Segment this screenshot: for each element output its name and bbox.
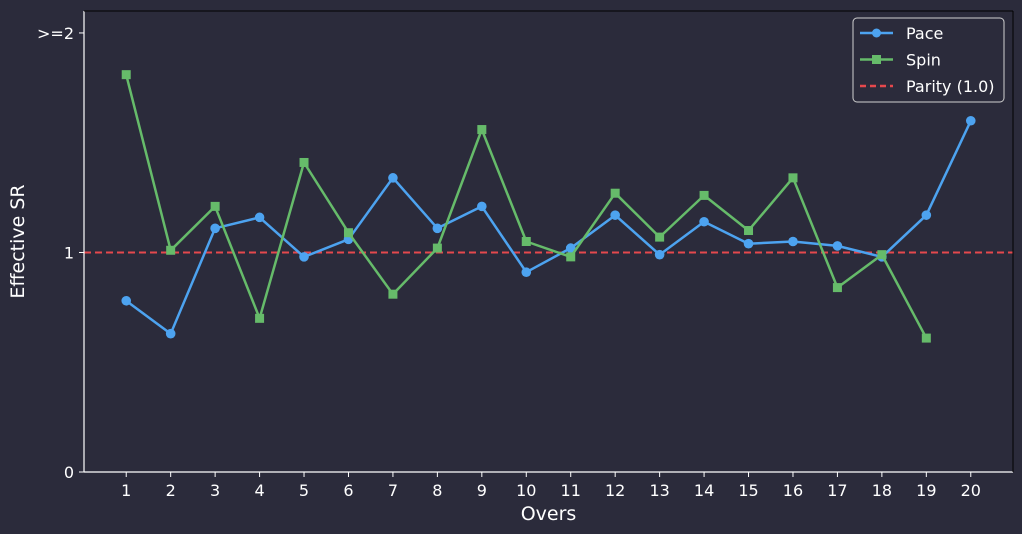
pace-point xyxy=(610,210,620,220)
x-tick-label: 6 xyxy=(343,481,353,500)
pace-point xyxy=(699,217,709,227)
legend-parity-label: Parity (1.0) xyxy=(906,77,995,96)
y-tick-label: 1 xyxy=(64,243,74,262)
x-axis-ticks: 1 2 3 4 5 6 7 8 9 10 11 12 13 14 15 16 17 18 19 20 xyxy=(121,472,981,500)
spin-point xyxy=(922,334,931,343)
pace-point xyxy=(922,210,932,220)
legend-pace-label: Pace xyxy=(906,24,943,43)
pace-point xyxy=(121,296,131,306)
x-tick-label: 2 xyxy=(166,481,176,500)
x-tick-label: 12 xyxy=(605,481,625,500)
x-tick-label: 19 xyxy=(916,481,936,500)
pace-point xyxy=(833,241,843,251)
spin-point xyxy=(744,226,753,235)
legend-spin-label: Spin xyxy=(906,51,941,70)
x-tick-label: 3 xyxy=(210,481,220,500)
pace-point xyxy=(299,252,309,262)
x-tick-label: 5 xyxy=(299,481,309,500)
pace-point xyxy=(388,173,398,183)
pace-point xyxy=(166,329,176,339)
legend-spin-marker xyxy=(872,55,881,64)
x-tick-label: 4 xyxy=(254,481,264,500)
x-tick-label: 13 xyxy=(649,481,669,500)
spin-point xyxy=(566,252,575,261)
x-axis-label: Overs xyxy=(521,503,577,525)
pace-point xyxy=(210,224,220,234)
pace-point xyxy=(255,213,265,223)
spin-point xyxy=(833,283,842,292)
legend: Pace Spin Parity (1.0) xyxy=(853,18,1004,102)
spin-point xyxy=(877,250,886,259)
x-tick-label: 7 xyxy=(388,481,398,500)
spin-point xyxy=(255,314,264,323)
spin-point xyxy=(700,191,709,200)
spin-point xyxy=(788,173,797,182)
spin-point xyxy=(166,246,175,255)
spin-point xyxy=(344,228,353,237)
x-tick-label: 20 xyxy=(961,481,981,500)
pace-point xyxy=(521,267,531,277)
y-tick-label: 0 xyxy=(64,463,74,482)
spin-point xyxy=(433,244,442,253)
pace-point xyxy=(788,237,798,247)
x-tick-label: 1 xyxy=(121,481,131,500)
spin-point xyxy=(300,158,309,167)
x-tick-label: 16 xyxy=(783,481,803,500)
spin-point xyxy=(477,125,486,134)
x-tick-label: 15 xyxy=(738,481,758,500)
x-tick-label: 8 xyxy=(432,481,442,500)
x-tick-label: 18 xyxy=(872,481,892,500)
x-tick-label: 14 xyxy=(694,481,714,500)
y-axis-ticks: 0 1 >=2 xyxy=(37,24,84,482)
spin-point xyxy=(211,202,220,211)
spin-point xyxy=(388,290,397,299)
pace-point xyxy=(744,239,754,249)
x-tick-label: 10 xyxy=(516,481,536,500)
y-tick-label: >=2 xyxy=(37,24,74,43)
spin-point xyxy=(122,70,131,79)
pace-point xyxy=(966,116,976,126)
pace-point xyxy=(433,224,443,234)
pace-point xyxy=(655,250,665,260)
spin-point xyxy=(655,233,664,242)
x-tick-label: 9 xyxy=(477,481,487,500)
x-tick-label: 11 xyxy=(561,481,581,500)
spin-point xyxy=(611,189,620,198)
y-axis-label: Effective SR xyxy=(7,184,29,298)
x-tick-label: 17 xyxy=(827,481,847,500)
legend-pace-marker xyxy=(872,29,881,38)
pace-point xyxy=(477,202,487,212)
spin-point xyxy=(522,237,531,246)
